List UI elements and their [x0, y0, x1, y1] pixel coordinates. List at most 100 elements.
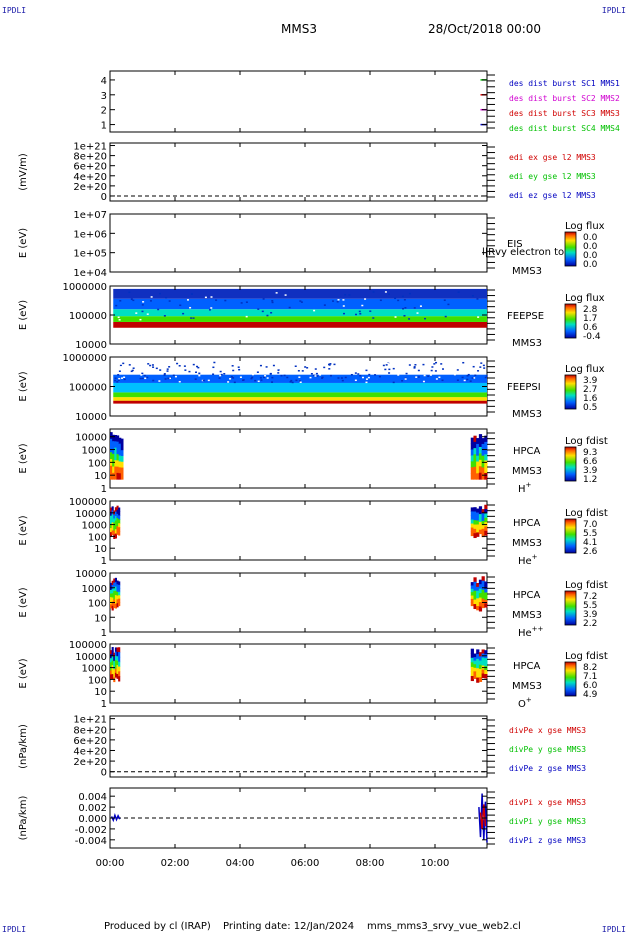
ytick-label-burst-3: 4	[101, 76, 107, 87]
ytick-label-hpca_he-3: 1000	[82, 521, 107, 532]
ytick-label-divpe-2: 4e+20	[73, 746, 107, 757]
ytick-label-feepsi-0: 10000	[75, 412, 107, 423]
xtick-label-2: 04:00	[226, 858, 255, 869]
mission-label-hpca_he: MMS3	[512, 538, 542, 549]
legend-divpi-2: divPi z gse MMS3	[509, 836, 586, 845]
spectrogram-hpca_hepp-1	[470, 576, 488, 612]
legend-edi-2: edi ez gse l2 MMS3	[509, 191, 596, 200]
ylabel-divpi: (nPa/km)	[18, 796, 29, 841]
ylabel-feepsi: E (eV)	[18, 371, 29, 401]
colorbar-tick-eis-1: 0.0	[583, 242, 598, 252]
corner-mark-bottom-right: IPDLI	[601, 925, 626, 934]
colorbar-hpca_he	[564, 518, 577, 554]
legend-burst-3: des dist burst SC4 MMS4	[509, 124, 620, 133]
colorbar-tick-feepse-1: 1.7	[583, 314, 597, 324]
colorbar-tick-eis-0: 0.0	[583, 233, 598, 243]
colorbar-tick-feepse-3: -0.4	[583, 332, 601, 342]
legend-divpe-1: divPe y gse MMS3	[509, 745, 586, 754]
panel-frame-divpe	[109, 715, 488, 778]
colorbar-tick-hpca_hepp-0: 7.2	[583, 592, 597, 602]
mission-label-feepsi: MMS3	[512, 409, 542, 420]
ytick-label-divpe-3: 6e+20	[73, 736, 107, 747]
footer-printed: Printing date: 12/Jan/2024	[223, 921, 355, 932]
colorbar-tick-feepse-0: 2.8	[583, 305, 598, 315]
panel-frame-hpca_h	[109, 428, 488, 489]
ytick-label-hpca_hepp-2: 100	[88, 599, 107, 610]
spectrogram-hpca_hepp-0	[110, 577, 121, 611]
xtick-label-3: 06:00	[291, 858, 320, 869]
ylabel-hpca_he: E (eV)	[18, 515, 29, 545]
mission-label-feepse: MMS3	[512, 338, 542, 349]
ytick-label-hpca_o-0: 1	[101, 699, 107, 710]
spectrogram-hpca_he-0	[110, 505, 121, 540]
colorbar-tick-hpca_he-2: 4.1	[583, 538, 597, 548]
ylabel-divpe: (nPa/km)	[18, 724, 29, 769]
colorbar-hpca_h	[564, 446, 577, 482]
ytick-label-hpca_hepp-3: 1000	[82, 584, 107, 595]
chart-title: MMS3	[281, 22, 317, 36]
ytick-label-feepse-2: 1000000	[62, 282, 107, 293]
ytick-label-divpi-4: 0.004	[78, 792, 107, 803]
colorbar-tick-feepse-2: 0.6	[583, 323, 598, 333]
ytick-label-hpca_hepp-0: 1	[101, 628, 107, 639]
ytick-label-feepsi-2: 1000000	[62, 353, 107, 364]
colorbar-tick-hpca_o-3: 4.9	[583, 690, 598, 700]
ytick-label-eis-0: 1e+04	[73, 268, 107, 279]
ytick-label-eis-3: 1e+07	[73, 210, 107, 221]
ytick-label-feepse-1: 100000	[69, 311, 107, 322]
colorbar-tick-hpca_hepp-1: 5.5	[583, 601, 597, 611]
ylabel-eis: E (eV)	[18, 228, 29, 258]
colorbar-tick-hpca_hepp-3: 2.2	[583, 619, 597, 629]
instrument-label-feepsi: FEEPSI	[507, 382, 541, 393]
ytick-label-hpca_h-1: 10	[94, 471, 107, 482]
instrument-label-hpca_h: HPCA	[513, 446, 541, 457]
spectrogram-hpca_o-0	[110, 647, 121, 683]
spectrogram-hpca_o-1	[470, 648, 488, 683]
legend-burst-2: des dist burst SC3 MMS3	[509, 109, 620, 118]
ytick-label-hpca_h-0: 1	[101, 484, 107, 495]
colorbar-hpca_hepp	[564, 590, 577, 626]
instrument-label-hpca_hepp: HPCA	[513, 590, 541, 601]
ylabel-feepse: E (eV)	[18, 300, 29, 330]
ytick-label-divpe-1: 2e+20	[73, 757, 107, 768]
ytick-label-hpca_he-2: 100	[88, 532, 107, 543]
overlay-text-eis: l|Rvy electron to	[482, 247, 564, 258]
colorbar-title-hpca_he: Log fdist	[565, 508, 608, 519]
colorbar-title-hpca_o: Log fdist	[565, 651, 608, 662]
colorbar-tick-feepsi-0: 3.9	[583, 376, 598, 386]
ytick-label-divpi-2: 0.000	[78, 814, 107, 825]
ytick-label-edi-5: 1e+21	[73, 142, 107, 153]
ytick-label-hpca_o-4: 10000	[75, 652, 107, 663]
colorbar-tick-eis-2: 0.0	[583, 251, 598, 261]
xtick-label-4: 08:00	[356, 858, 385, 869]
footer-produced: Produced by cl (IRAP)	[104, 921, 211, 932]
corner-mark-bottom-left: IPDLI	[2, 925, 27, 934]
colorbar-tick-hpca_h-2: 3.9	[583, 466, 598, 476]
ytick-label-hpca_he-0: 1	[101, 556, 107, 567]
colorbar-tick-hpca_hepp-2: 3.9	[583, 610, 598, 620]
mission-label-hpca_hepp: MMS3	[512, 610, 542, 621]
colorbar-tick-hpca_o-0: 8.2	[583, 663, 597, 673]
colorbar-tick-feepsi-2: 1.6	[583, 394, 598, 404]
spectrogram-feepsi-0	[113, 361, 488, 404]
ytick-label-burst-2: 3	[101, 91, 107, 102]
ytick-label-eis-1: 1e+05	[73, 249, 107, 260]
species-label-hpca_o: O+	[518, 696, 532, 710]
legend-edi-1: edi ey gse l2 MMS3	[509, 172, 596, 181]
ytick-label-eis-2: 1e+06	[73, 229, 107, 240]
colorbar-tick-hpca_he-3: 2.6	[583, 547, 598, 557]
ytick-label-edi-3: 6e+20	[73, 162, 107, 173]
colorbar-title-hpca_h: Log fdist	[565, 436, 608, 447]
colorbar-hpca_o	[564, 661, 577, 697]
ytick-label-burst-1: 2	[101, 106, 107, 117]
instrument-label-hpca_he: HPCA	[513, 518, 541, 529]
colorbar-tick-hpca_he-0: 7.0	[583, 520, 598, 530]
colorbar-tick-hpca_o-1: 7.1	[583, 672, 597, 682]
legend-burst-0: des dist burst SC1 MMS1	[509, 79, 620, 88]
species-label-hpca_he: He+	[518, 553, 538, 567]
spectrogram-feepse-0	[113, 288, 487, 328]
ytick-label-hpca_o-1: 10	[94, 687, 107, 698]
series-line-divpi-2	[479, 804, 487, 829]
legend-divpe-2: divPe z gse MMS3	[509, 764, 586, 773]
colorbar-tick-feepsi-1: 2.7	[583, 385, 597, 395]
